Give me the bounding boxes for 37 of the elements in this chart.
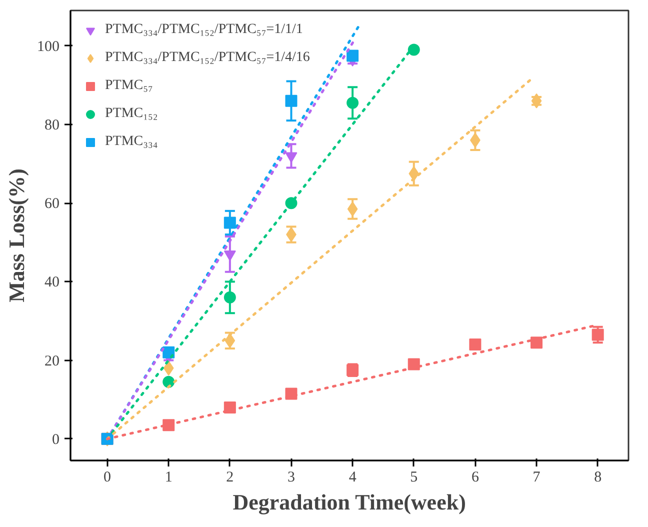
point: [531, 93, 542, 108]
y-tick-label: 80: [44, 117, 60, 134]
x-tick-label: 0: [104, 470, 112, 486]
x-tick-label: 3: [287, 470, 295, 486]
legend-label: PTMC₅₇: [105, 78, 153, 94]
x-tick-label: 2: [226, 470, 234, 486]
legend-label: PTMC₁₅₂: [105, 106, 158, 122]
legend-label: PTMC₃₃₄/PTMC₁₅₂/PTMC₅₇=1/1/1: [105, 22, 303, 38]
point: [224, 216, 236, 229]
point: [224, 291, 236, 304]
x-tick-label: 7: [532, 470, 541, 486]
legend-label: PTMC₃₃₄: [105, 134, 158, 150]
point: [469, 338, 482, 351]
x-tick-label: 8: [594, 470, 602, 486]
legend-label: PTMC₃₃₄/PTMC₁₅₂/PTMC₅₇=1/4/16: [105, 50, 310, 66]
x-tick-label: 5: [410, 470, 418, 486]
point: [346, 50, 359, 62]
point: [408, 358, 420, 370]
point: [530, 336, 543, 349]
y-tick-label: 20: [44, 353, 60, 370]
point: [346, 96, 359, 109]
point: [163, 360, 174, 376]
x-tick-label: 6: [471, 470, 480, 486]
point: [408, 44, 420, 56]
y-tick-label: 100: [37, 38, 60, 55]
point: [285, 94, 298, 107]
x-axis-title: Degradation Time(week): [232, 490, 466, 514]
point: [224, 250, 236, 262]
y-tick-label: 0: [52, 432, 60, 448]
x-tick-label: 4: [348, 470, 357, 486]
y-tick-label: 60: [44, 196, 60, 212]
point: [347, 201, 358, 216]
y-axis-title: Mass Loss(%): [4, 168, 29, 302]
y-tick-label: 40: [44, 274, 60, 291]
x-tick-label: 1: [164, 470, 172, 486]
point: [285, 152, 298, 163]
point: [592, 328, 604, 341]
